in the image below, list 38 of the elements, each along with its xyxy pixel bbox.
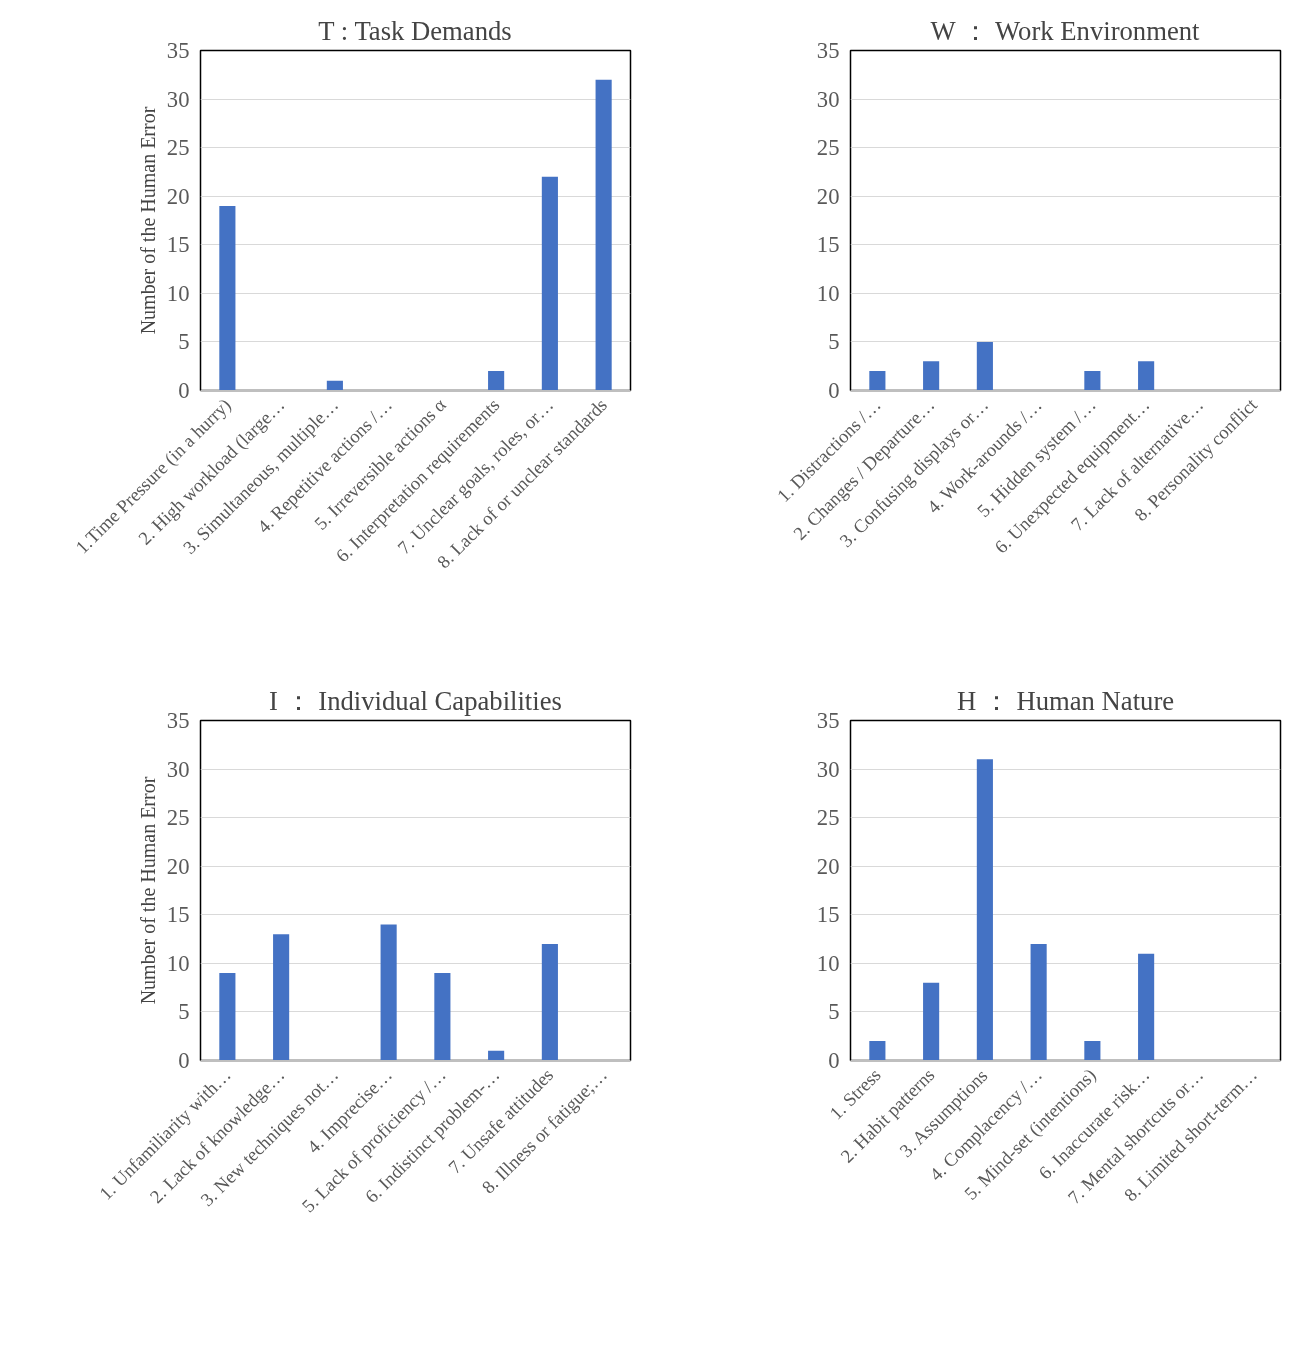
- chart-title: T : Task Demands: [318, 15, 512, 46]
- y-tick-label: 10: [166, 950, 190, 976]
- y-tick-label: 25: [816, 135, 840, 161]
- y-axis-title: Number of the Human Error: [136, 776, 159, 1005]
- y-tick-label: 35: [816, 38, 840, 63]
- y-tick-label: 0: [828, 378, 840, 403]
- y-tick-label: 15: [166, 232, 190, 258]
- y-tick-label: 20: [166, 853, 190, 879]
- chart-title: W ： Work Environment: [930, 15, 1201, 46]
- y-axis-title: Number of the Human Error: [136, 106, 159, 335]
- y-tick-label: 25: [816, 805, 840, 831]
- y-tick-label: 5: [828, 329, 840, 355]
- y-tick-label: 30: [816, 86, 840, 112]
- y-tick-label: 15: [816, 902, 840, 928]
- y-tick-label: 15: [816, 232, 840, 258]
- y-tick-label: 30: [166, 756, 190, 782]
- y-tick-label: 20: [816, 183, 840, 209]
- y-tick-label: 30: [816, 756, 840, 782]
- chart-title: H ： Human Nature: [956, 685, 1175, 716]
- chart-title: I ： Individual Capabilities: [269, 685, 562, 716]
- y-tick-label: 35: [166, 38, 190, 63]
- y-tick-label: 0: [178, 1048, 190, 1073]
- y-tick-label: 5: [178, 329, 190, 355]
- y-tick-label: 35: [816, 708, 840, 733]
- y-tick-label: 10: [166, 280, 190, 306]
- y-tick-label: 30: [166, 86, 190, 112]
- y-tick-label: 5: [828, 999, 840, 1025]
- y-tick-label: 35: [166, 708, 190, 733]
- y-tick-label: 25: [166, 805, 190, 831]
- y-tick-label: 25: [166, 135, 190, 161]
- y-tick-label: 0: [828, 1048, 840, 1073]
- y-tick-label: 20: [816, 853, 840, 879]
- y-tick-label: 0: [178, 378, 190, 403]
- y-tick-label: 10: [816, 280, 840, 306]
- y-tick-label: 5: [178, 999, 190, 1025]
- y-tick-label: 15: [166, 902, 190, 928]
- y-tick-label: 10: [816, 950, 840, 976]
- y-tick-label: 20: [166, 183, 190, 209]
